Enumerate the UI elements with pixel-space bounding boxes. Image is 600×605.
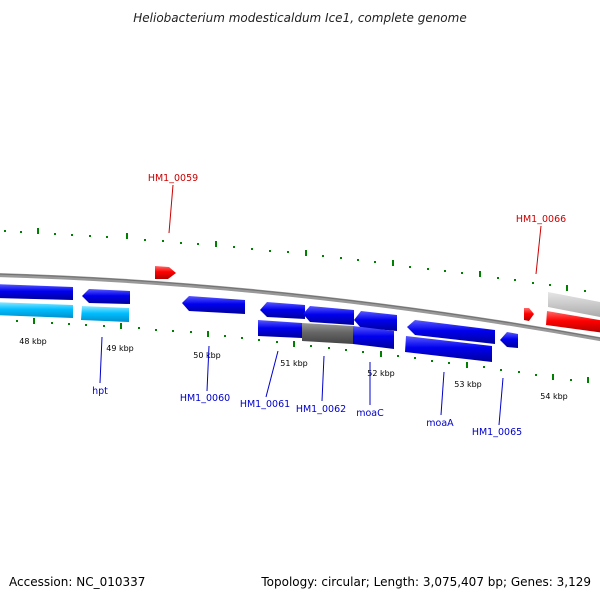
tick-label: 49 kbp — [106, 344, 134, 353]
gene-label-HM1_0065[interactable]: HM1_0065 — [472, 427, 522, 438]
outer-tick-track — [4, 228, 586, 292]
gene-label-HM1_0062[interactable]: HM1_0062 — [296, 404, 346, 415]
gene-label-hpt[interactable]: hpt — [92, 386, 108, 397]
genome-backbone — [0, 273, 600, 342]
gene-HM1_0066-arrow[interactable] — [546, 311, 600, 333]
gene-HM1_0061-upper-arrow[interactable] — [260, 302, 305, 319]
gene-HM1_0062-upper-arrow[interactable] — [303, 306, 354, 325]
tick-label: 53 kbp — [454, 380, 482, 389]
gene-label-HM1_0060[interactable]: HM1_0060 — [180, 393, 230, 404]
gene-moaC-upper-arrow[interactable] — [354, 311, 397, 331]
tick-label: 48 kbp — [19, 337, 47, 346]
leader-line — [99, 336, 103, 384]
leader-line — [265, 350, 279, 398]
forward-gene-labels: HM1_0059 HM1_0066 — [148, 173, 566, 275]
gene-moaA-upper-arrow[interactable] — [407, 320, 495, 344]
leader-line — [498, 377, 504, 426]
reverse-strand-track — [0, 284, 518, 362]
gene-label-HM1_0061[interactable]: HM1_0061 — [240, 399, 290, 410]
gene-moaA-arrow[interactable] — [405, 336, 492, 362]
gene-HM1_0060-arrow[interactable] — [182, 296, 245, 314]
gene-moaC-arrow[interactable] — [353, 326, 394, 349]
gene-hpt-region-arrow[interactable] — [82, 289, 130, 304]
gene-hpt-arrow[interactable] — [81, 306, 129, 322]
map-title: Heliobacterium modesticaldum Ice1, compl… — [133, 11, 466, 25]
tick-label: 51 kbp — [280, 359, 308, 368]
gene-blue-left[interactable] — [0, 284, 73, 300]
gene-label-moaC[interactable]: moaC — [356, 408, 384, 419]
gene-label-moaA[interactable]: moaA — [426, 418, 454, 429]
scale-labels: 48 kbp 49 kbp 50 kbp 51 kbp 52 kbp 53 kb… — [19, 337, 568, 401]
leader-line — [321, 355, 325, 402]
gene-HM1_0062-pseudo[interactable] — [302, 323, 353, 344]
tick-label: 50 kbp — [193, 351, 221, 360]
forward-strand-track — [155, 266, 600, 333]
gene-HM1_0059-arrow[interactable] — [155, 266, 176, 279]
inner-tick-track — [16, 318, 589, 383]
tick-label: 54 kbp — [540, 392, 568, 401]
gene-label-HM1_0059[interactable]: HM1_0059 — [148, 173, 198, 184]
gene-HM1_0061-arrow[interactable] — [258, 320, 302, 338]
gene-label-HM1_0066[interactable]: HM1_0066 — [516, 214, 566, 225]
gene-forward-small-arrow[interactable] — [524, 308, 534, 321]
reverse-gene-labels: hpt HM1_0060 HM1_0061 HM1_0062 moaC moaA… — [92, 336, 522, 438]
genome-summary-text: Topology: circular; Length: 3,075,407 bp… — [260, 575, 591, 589]
gene-rna-left[interactable] — [0, 302, 73, 318]
leader-line — [535, 225, 542, 275]
tick-label: 52 kbp — [367, 369, 395, 378]
gene-light-feature[interactable] — [548, 292, 600, 318]
leader-line — [440, 371, 445, 416]
leader-line — [206, 345, 210, 392]
accession-text: Accession: NC_010337 — [9, 575, 145, 589]
leader-line — [168, 184, 174, 234]
genome-backbone-edge — [0, 273, 600, 339]
gene-HM1_0065-arrow[interactable] — [500, 332, 518, 348]
